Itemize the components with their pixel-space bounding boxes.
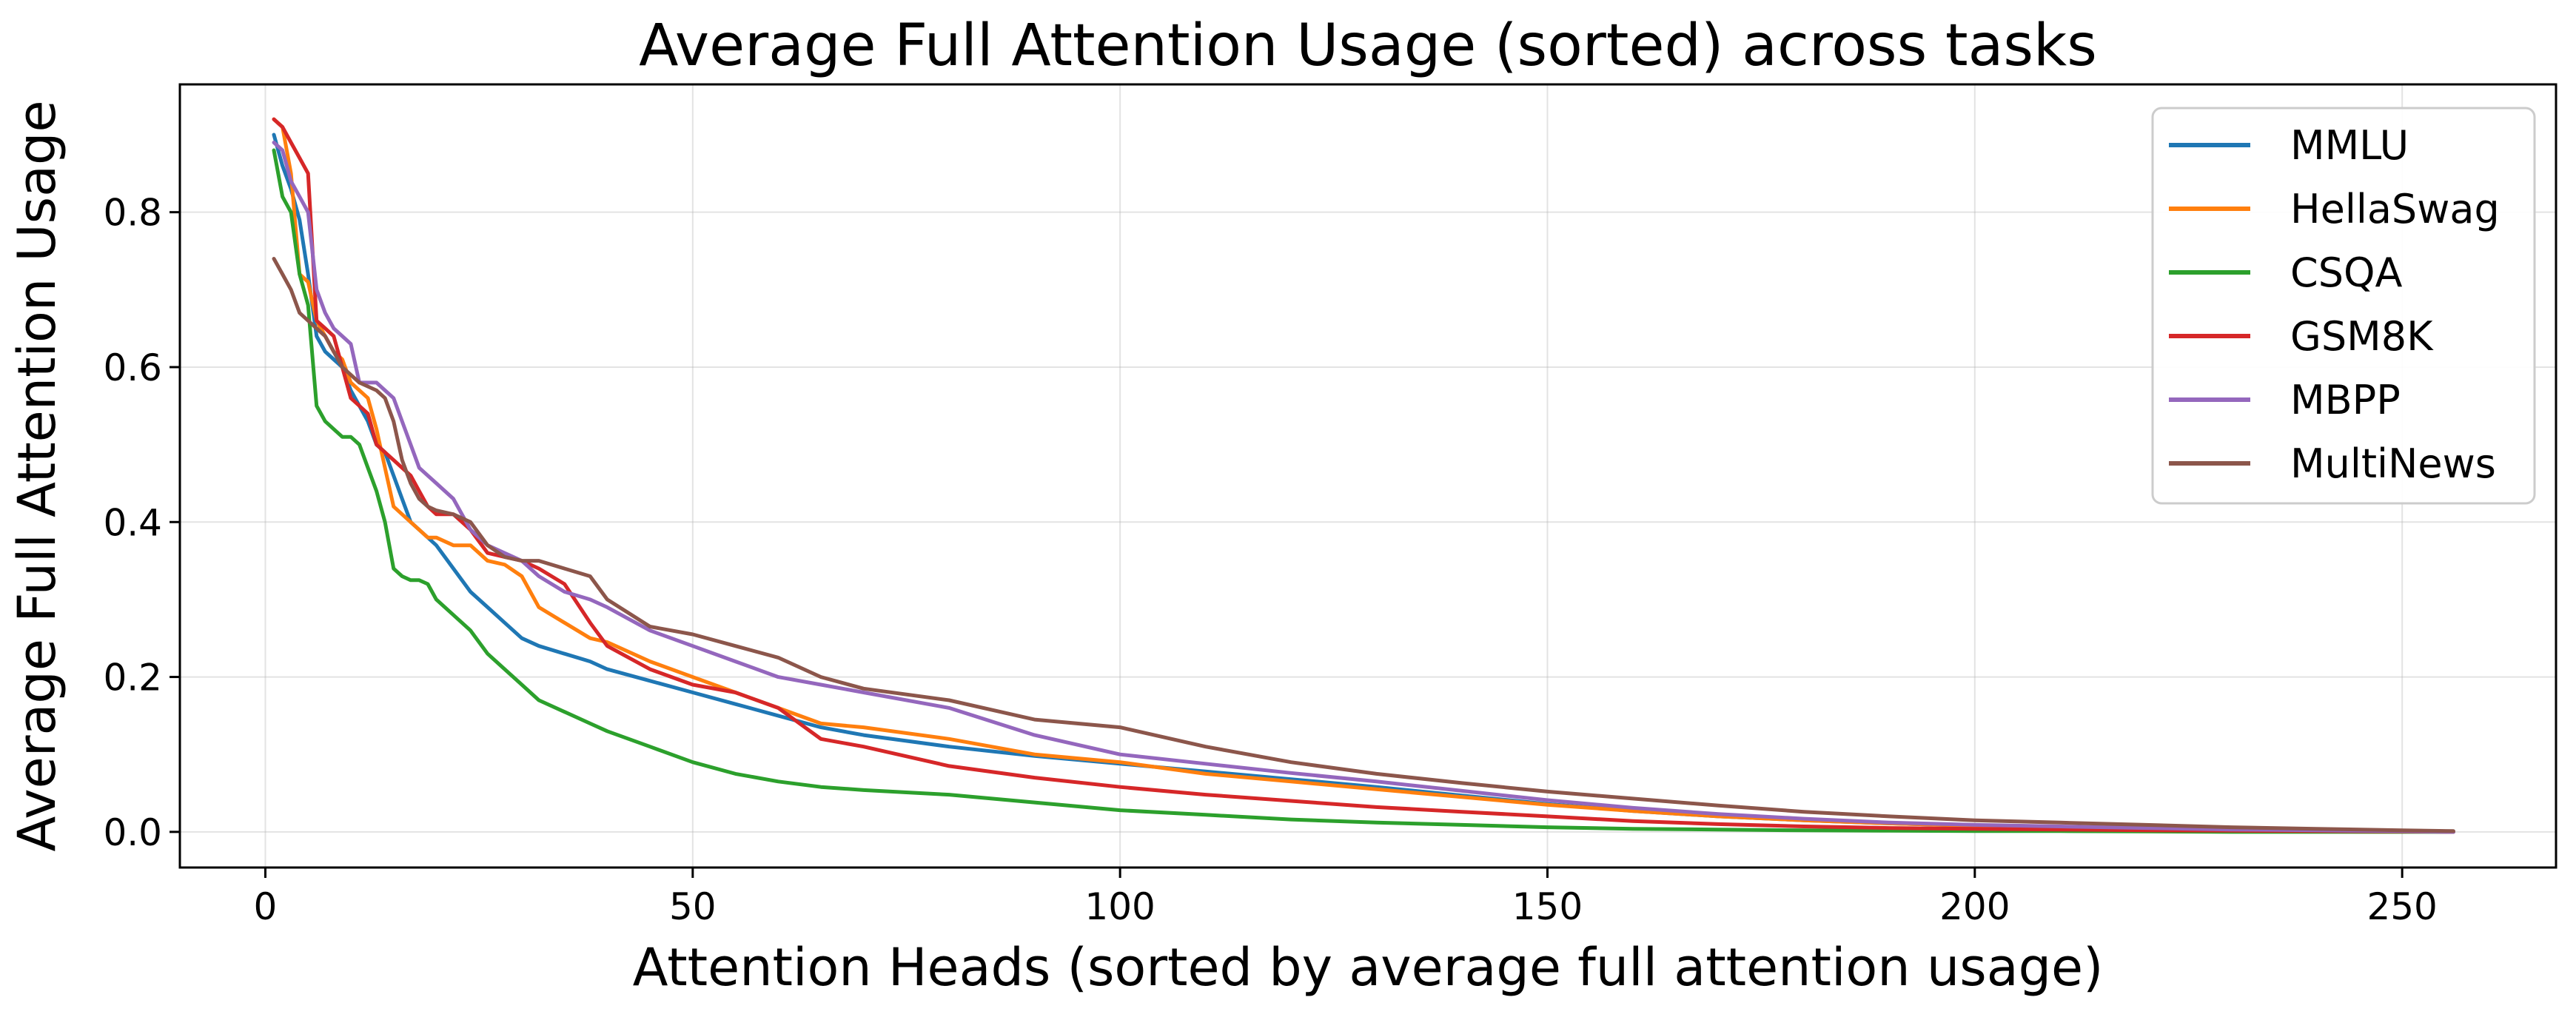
y-tick-label: 0.6 bbox=[103, 346, 162, 389]
plot-lines bbox=[272, 117, 2455, 834]
y-axis-label: Average Full Attention Usage bbox=[7, 100, 67, 851]
y-tick-label: 0.0 bbox=[103, 811, 162, 854]
legend-label-mmlu: MMLU bbox=[2290, 122, 2409, 169]
x-tick-label: 200 bbox=[1939, 885, 2010, 928]
legend-label-mbpp: MBPP bbox=[2290, 377, 2401, 423]
series-line-gsm8k bbox=[272, 117, 2455, 834]
y-tick-label: 0.4 bbox=[103, 501, 162, 544]
series-line-csqa bbox=[272, 148, 2455, 834]
legend: MMLU HellaSwag CSQA GSM8K MBPP MultiNews bbox=[2151, 107, 2536, 505]
x-tick-label: 250 bbox=[2367, 885, 2437, 928]
x-axis-label: Attention Heads (sorted by average full … bbox=[633, 937, 2104, 998]
x-tick-label: 150 bbox=[1512, 885, 1583, 928]
x-tick-label: 100 bbox=[1084, 885, 1155, 928]
y-tick-label: 0.2 bbox=[103, 657, 162, 699]
axis-ticks: 0 50 100 150 200 250 0.0 0.2 0.4 0.6 0.8 bbox=[103, 192, 2437, 928]
x-tick-label: 0 bbox=[254, 885, 278, 928]
x-tick-label: 50 bbox=[669, 885, 717, 928]
legend-label-multinews: MultiNews bbox=[2290, 440, 2496, 487]
series-line-multinews bbox=[272, 257, 2455, 833]
legend-label-hellaswag: HellaSwag bbox=[2290, 186, 2500, 232]
y-tick-label: 0.8 bbox=[103, 192, 162, 235]
series-line-hellaswag bbox=[272, 117, 2455, 834]
series-line-mbpp bbox=[272, 141, 2455, 834]
legend-label-csqa: CSQA bbox=[2290, 249, 2402, 296]
plot-frame bbox=[178, 83, 2557, 869]
legend-label-gsm8k: GSM8K bbox=[2290, 313, 2434, 360]
chart-title: Average Full Attention Usage (sorted) ac… bbox=[639, 13, 2097, 79]
